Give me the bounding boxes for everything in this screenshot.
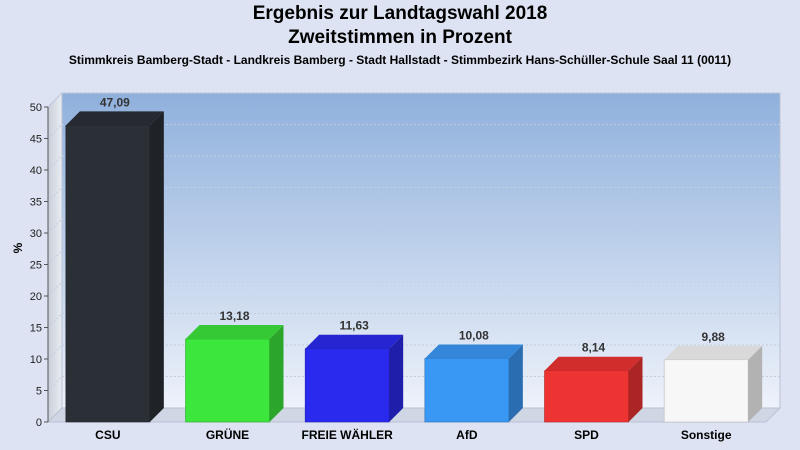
gridline-side — [47, 376, 63, 391]
x-tick-label: Sonstige — [681, 428, 732, 442]
y-tick-label: 15 — [30, 323, 42, 335]
y-axis-label: % — [11, 242, 25, 253]
bar-top — [424, 344, 523, 359]
bar-1: 13,18 — [185, 309, 284, 423]
bar-side — [269, 324, 284, 422]
chart-caption: Stimmkreis Bamberg-Stadt - Landkreis Bam… — [68, 53, 732, 67]
gridline-side — [47, 313, 63, 328]
bar-side — [389, 334, 404, 422]
bars: 47,09 13,18 11,63 10,08 8,14 9,88 — [65, 95, 763, 423]
bar-front — [65, 125, 151, 423]
y-tick-label: 20 — [30, 291, 42, 303]
y-tick-label: 45 — [30, 134, 42, 146]
gridline-side — [47, 124, 63, 139]
bar-front — [424, 358, 510, 423]
chart-title: Ergebnis zur Landtagswahl 2018 — [252, 3, 548, 24]
bar-top — [544, 356, 643, 371]
gridlines — [47, 92, 780, 391]
gridline-side — [47, 218, 63, 234]
plot-back-wall — [61, 92, 781, 409]
bar-value-label: 8,14 — [582, 341, 606, 355]
bar-3: 10,08 — [424, 328, 523, 423]
gridline-side — [47, 344, 63, 360]
bar-top — [185, 324, 284, 339]
gridline-side — [47, 92, 63, 108]
bar-top — [305, 334, 404, 349]
bar-front — [304, 348, 390, 423]
bar-value-label: 47,09 — [100, 95, 130, 109]
gridline-side — [47, 281, 63, 297]
bar-front — [185, 338, 270, 423]
x-tick-label: SPD — [574, 428, 599, 442]
gridline-side — [47, 187, 63, 202]
y-tick-label: 10 — [30, 354, 42, 366]
x-axis: CSU GRÜNE FREIE WÄHLER AfD SPD Sonstige — [95, 427, 732, 442]
y-tick-label: 35 — [30, 197, 42, 209]
y-tick-label: 50 — [30, 102, 42, 114]
bar-side — [628, 356, 643, 422]
bar-front — [544, 370, 629, 423]
y-tick-label: 30 — [30, 228, 42, 240]
x-tick-label: CSU — [95, 428, 120, 442]
chart-subtitle: Zweitstimmen in Prozent — [288, 27, 512, 48]
y-tick-label: 40 — [30, 165, 42, 177]
bar-2: 11,63 — [304, 319, 404, 423]
bar-value-label: 13,18 — [219, 309, 249, 323]
bar-top — [65, 111, 164, 126]
gridline-side — [47, 250, 63, 265]
bar-side — [748, 345, 763, 422]
y-axis: 0 5 10 15 20 25 30 35 40 45 50 — [30, 102, 49, 429]
bar-value-label: 11,63 — [339, 319, 369, 333]
y-tick-label: 5 — [36, 386, 42, 398]
bar-0: 47,09 — [65, 95, 164, 423]
x-tick-label: AfD — [456, 428, 478, 442]
gridline-side — [47, 155, 63, 171]
bar-4: 8,14 — [544, 341, 643, 423]
x-tick-label: GRÜNE — [206, 427, 249, 442]
x-tick-label: FREIE WÄHLER — [301, 427, 393, 442]
bar-top — [664, 345, 763, 360]
bar-side — [508, 344, 523, 422]
bar-5: 9,88 — [663, 330, 763, 423]
y-tick-label: 0 — [36, 417, 42, 429]
bar-side — [149, 111, 164, 422]
bar-value-label: 9,88 — [701, 330, 725, 344]
bar-value-label: 10,08 — [459, 328, 489, 342]
y-tick-label: 25 — [30, 260, 42, 272]
bar-front — [663, 359, 749, 423]
